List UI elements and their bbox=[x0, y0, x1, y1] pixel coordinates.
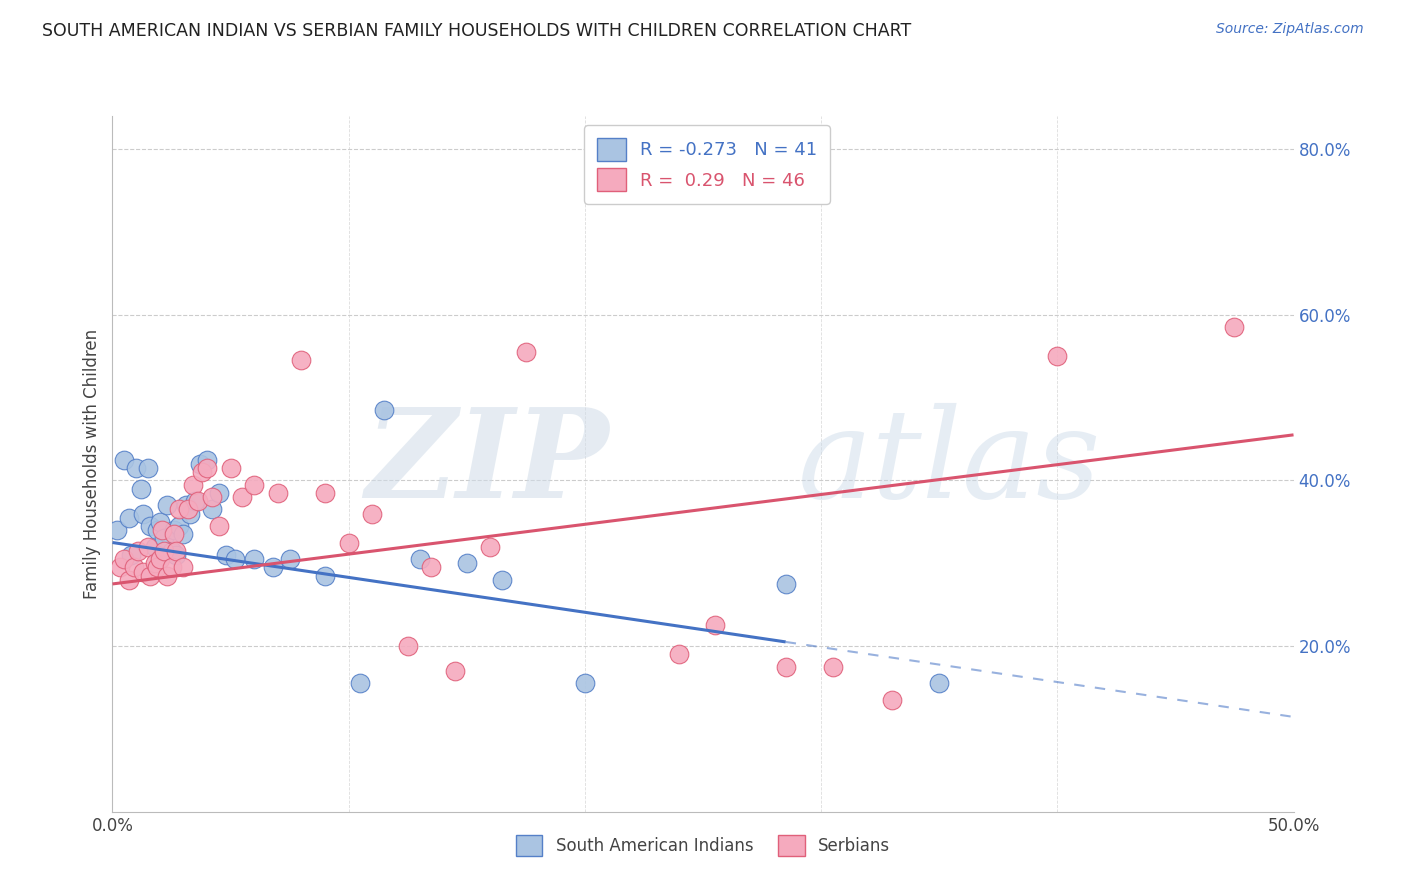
Point bbox=[143, 556, 166, 570]
Point bbox=[191, 465, 214, 479]
Point bbox=[290, 353, 312, 368]
Point bbox=[337, 535, 360, 549]
Point bbox=[149, 515, 172, 529]
Point bbox=[153, 532, 176, 546]
Point bbox=[120, 548, 142, 562]
Point bbox=[195, 452, 218, 467]
Point bbox=[105, 523, 128, 537]
Point bbox=[195, 461, 218, 475]
Point bbox=[243, 477, 266, 491]
Point bbox=[172, 560, 194, 574]
Point bbox=[156, 568, 179, 582]
Text: SOUTH AMERICAN INDIAN VS SERBIAN FAMILY HOUSEHOLDS WITH CHILDREN CORRELATION CHA: SOUTH AMERICAN INDIAN VS SERBIAN FAMILY … bbox=[42, 22, 911, 40]
Text: Source: ZipAtlas.com: Source: ZipAtlas.com bbox=[1216, 22, 1364, 37]
Point bbox=[136, 540, 159, 554]
Point bbox=[132, 565, 155, 579]
Point bbox=[703, 618, 725, 632]
Point bbox=[163, 527, 186, 541]
Point bbox=[574, 676, 596, 690]
Point bbox=[1223, 320, 1246, 334]
Point bbox=[775, 577, 797, 591]
Point bbox=[172, 527, 194, 541]
Point bbox=[177, 502, 200, 516]
Text: atlas: atlas bbox=[797, 403, 1101, 524]
Y-axis label: Family Households with Children: Family Households with Children bbox=[83, 329, 101, 599]
Point bbox=[136, 461, 159, 475]
Point bbox=[1046, 349, 1069, 363]
Point bbox=[262, 560, 284, 574]
Point bbox=[188, 457, 211, 471]
Point bbox=[491, 573, 513, 587]
Point bbox=[186, 494, 208, 508]
Point bbox=[127, 544, 149, 558]
Point bbox=[156, 498, 179, 512]
Point bbox=[184, 494, 207, 508]
Point bbox=[231, 490, 253, 504]
Point bbox=[160, 544, 183, 558]
Point bbox=[396, 639, 419, 653]
Point bbox=[139, 568, 162, 582]
Point bbox=[174, 498, 197, 512]
Point bbox=[243, 552, 266, 566]
Point bbox=[201, 502, 224, 516]
Point bbox=[112, 452, 135, 467]
Point bbox=[208, 485, 231, 500]
Point bbox=[821, 660, 844, 674]
Point bbox=[208, 519, 231, 533]
Point bbox=[278, 552, 301, 566]
Point bbox=[314, 568, 336, 582]
Text: ZIP: ZIP bbox=[364, 403, 609, 524]
Point bbox=[775, 660, 797, 674]
Point bbox=[444, 664, 467, 678]
Point bbox=[132, 507, 155, 521]
Point bbox=[219, 461, 242, 475]
Point bbox=[181, 477, 204, 491]
Point bbox=[224, 552, 246, 566]
Point bbox=[179, 507, 201, 521]
Point bbox=[515, 345, 537, 359]
Point bbox=[167, 519, 190, 533]
Point bbox=[349, 676, 371, 690]
Point bbox=[149, 552, 172, 566]
Point bbox=[118, 510, 141, 524]
Legend: South American Indians, Serbians: South American Indians, Serbians bbox=[506, 824, 900, 866]
Point bbox=[129, 482, 152, 496]
Point bbox=[163, 523, 186, 537]
Point bbox=[118, 573, 141, 587]
Point bbox=[479, 540, 502, 554]
Point bbox=[201, 490, 224, 504]
Point bbox=[361, 507, 384, 521]
Point bbox=[153, 544, 176, 558]
Point bbox=[165, 548, 187, 562]
Point bbox=[408, 552, 430, 566]
Point bbox=[150, 548, 173, 562]
Point bbox=[108, 560, 131, 574]
Point bbox=[167, 502, 190, 516]
Point bbox=[314, 485, 336, 500]
Point bbox=[267, 485, 290, 500]
Point bbox=[215, 548, 238, 562]
Point bbox=[420, 560, 443, 574]
Point bbox=[122, 560, 145, 574]
Point bbox=[150, 523, 173, 537]
Point bbox=[928, 676, 950, 690]
Point bbox=[668, 648, 690, 662]
Point bbox=[146, 523, 169, 537]
Point bbox=[456, 556, 478, 570]
Point bbox=[143, 540, 166, 554]
Point bbox=[139, 519, 162, 533]
Point bbox=[165, 544, 187, 558]
Point bbox=[112, 552, 135, 566]
Point bbox=[880, 693, 903, 707]
Point bbox=[373, 403, 395, 417]
Point bbox=[160, 560, 183, 574]
Point bbox=[146, 560, 169, 574]
Point bbox=[125, 461, 148, 475]
